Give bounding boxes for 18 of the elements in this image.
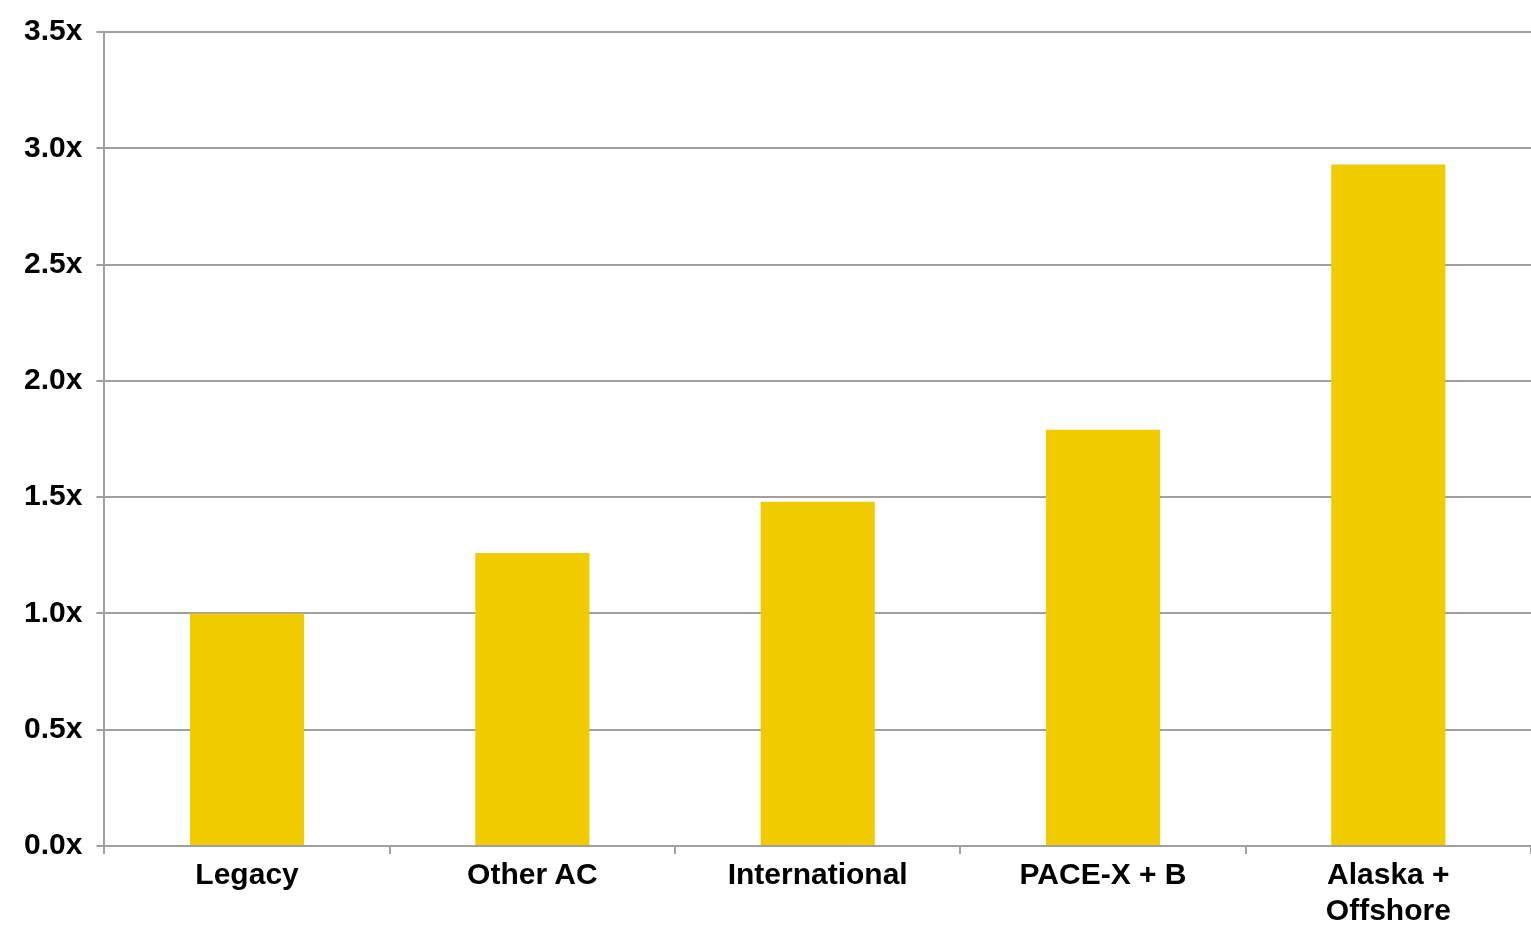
x-tick-label: Alaska + Offshore xyxy=(1325,857,1451,927)
x-tick-label: PACE-X + B xyxy=(1019,857,1187,891)
x-tick-label: Legacy xyxy=(195,857,300,891)
y-tick-label: 0.0x xyxy=(24,827,83,861)
bar xyxy=(760,501,875,845)
y-tick-label: 1.0x xyxy=(24,594,83,628)
y-tick-label: 3.5x xyxy=(24,13,83,47)
y-tick-label: 2.0x xyxy=(24,362,83,396)
bar xyxy=(1045,429,1161,845)
bar xyxy=(475,552,590,845)
bar xyxy=(189,613,305,845)
x-tick-label: Other AC xyxy=(467,857,598,891)
y-tick-label: 0.5x xyxy=(24,710,83,744)
y-tick-label: 2.5x xyxy=(24,245,83,279)
y-tick-label: 1.5x xyxy=(24,478,83,512)
y-tick-label: 3.0x xyxy=(24,129,83,163)
x-tick-label: International xyxy=(727,857,908,891)
bar xyxy=(1331,164,1446,845)
